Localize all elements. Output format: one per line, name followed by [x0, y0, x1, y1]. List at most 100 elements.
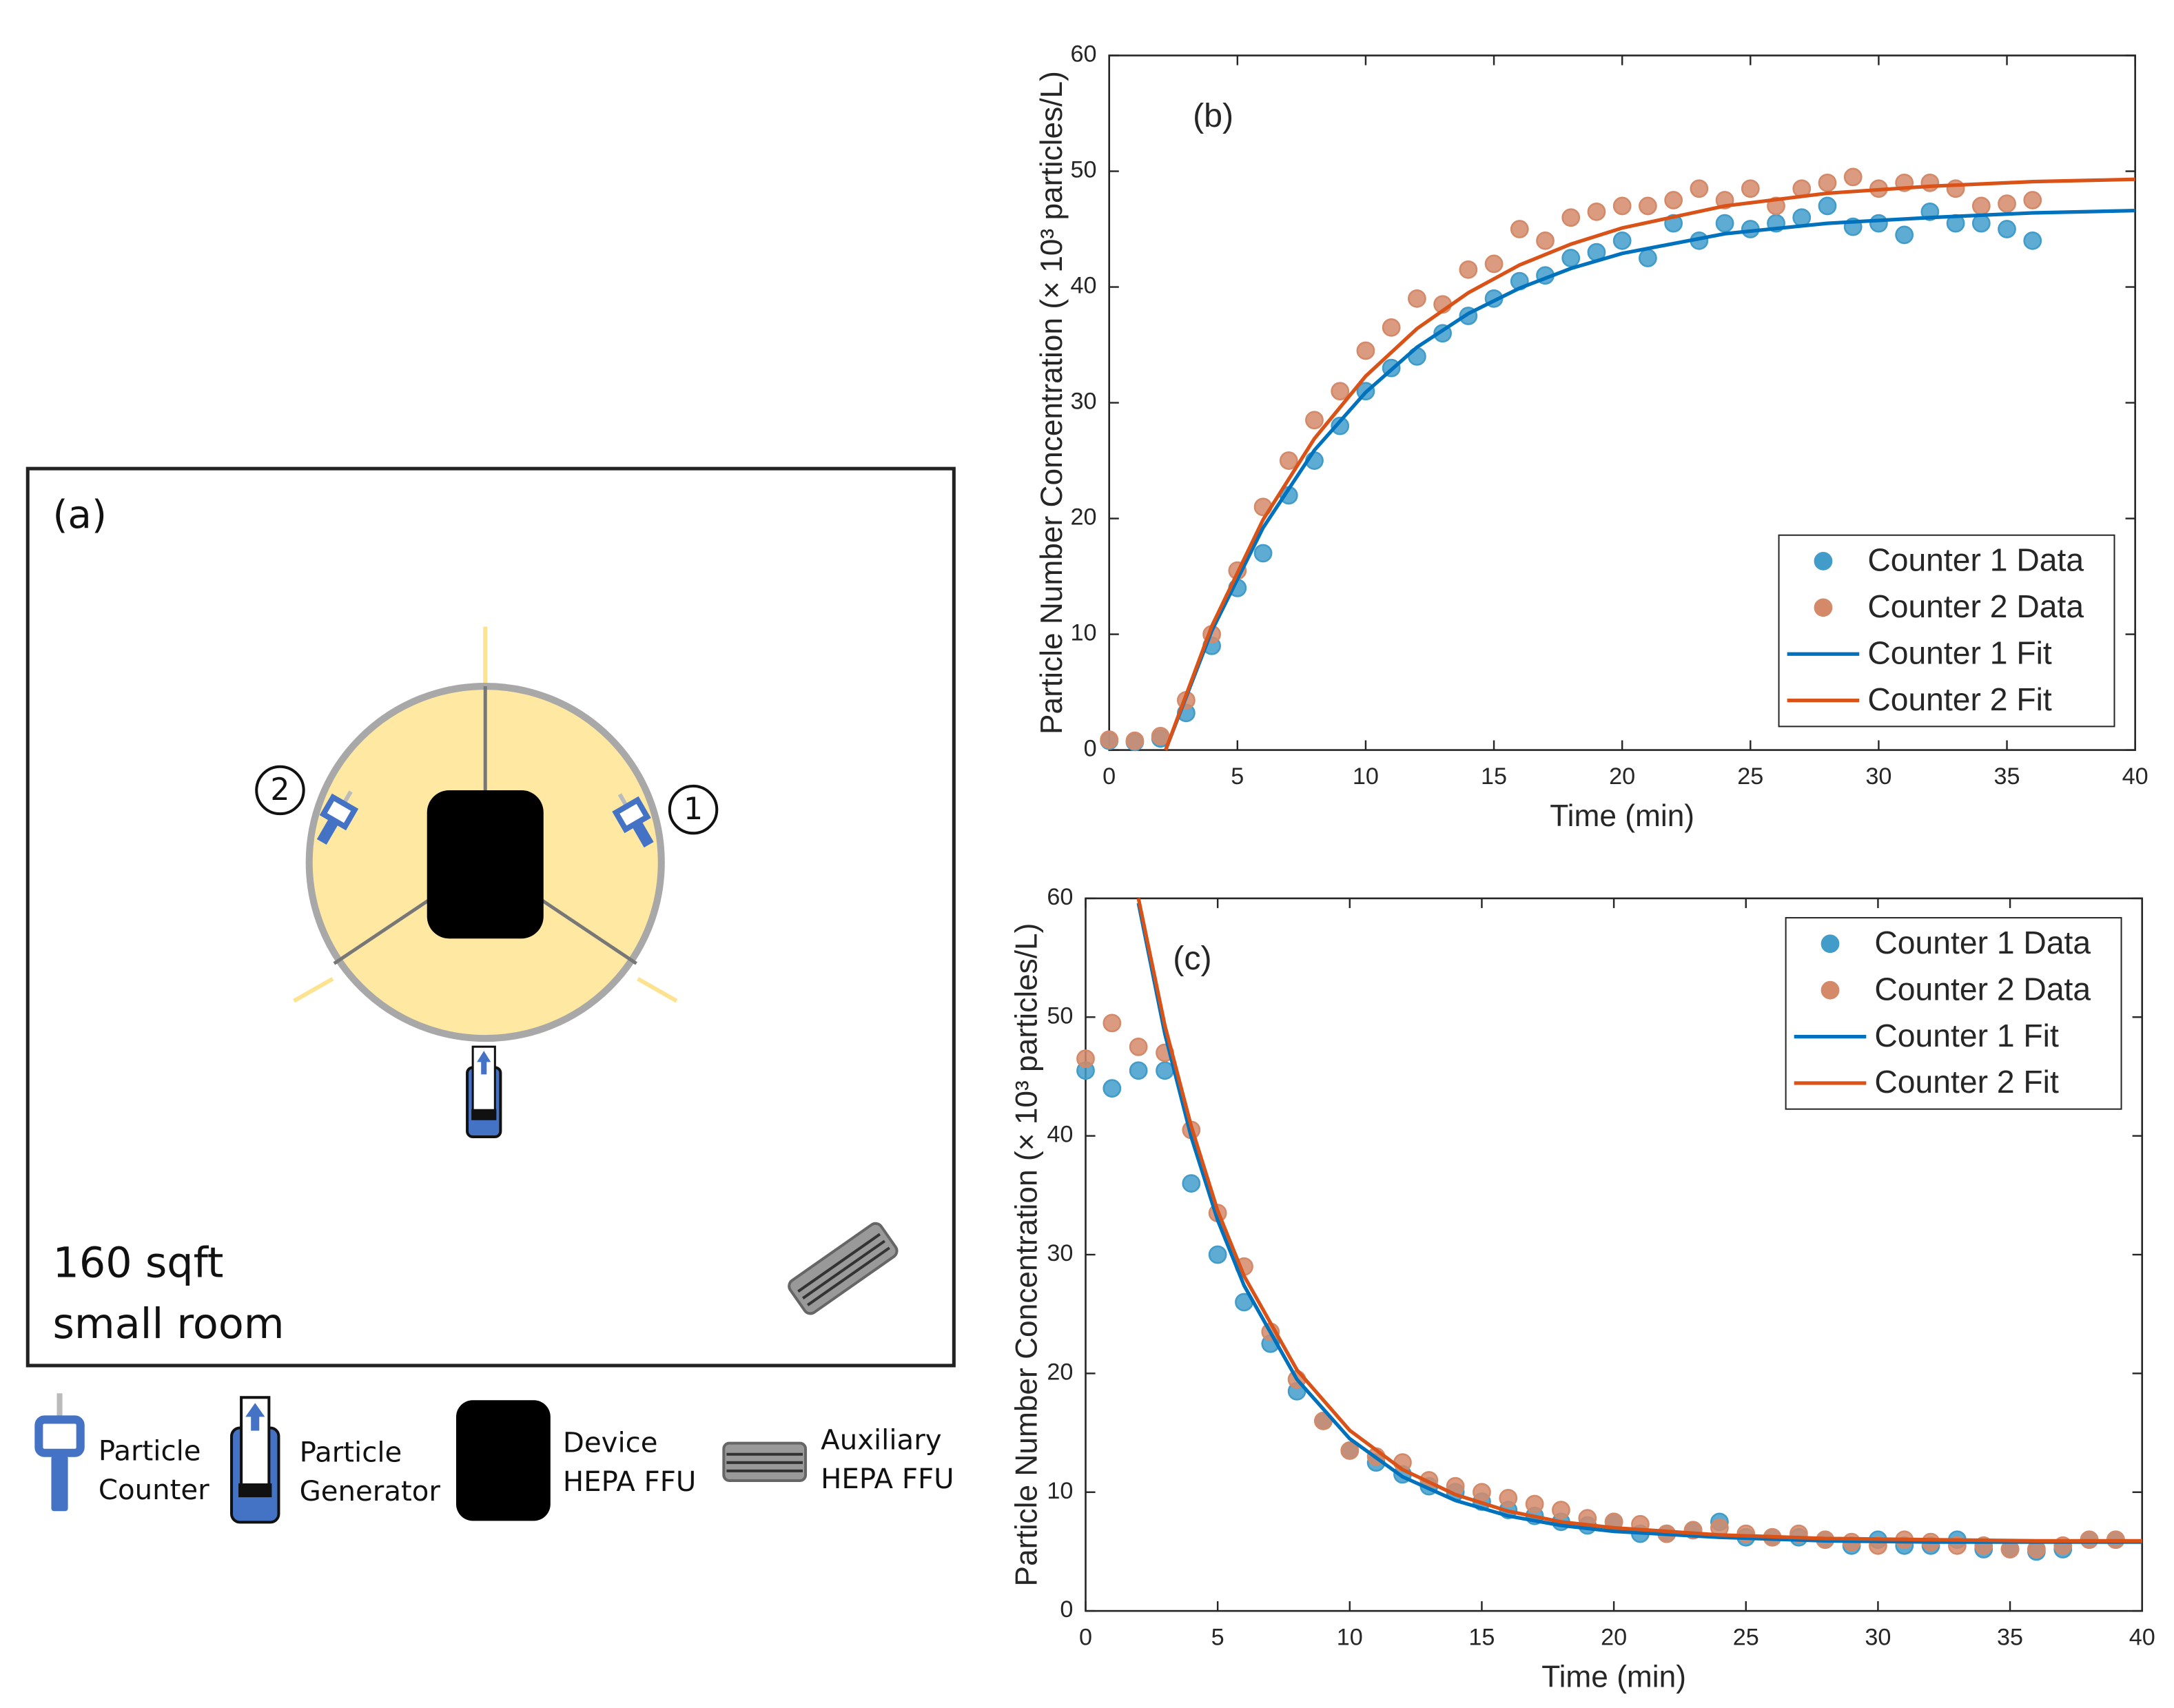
data-point [1208, 1245, 1227, 1264]
x-tick-label: 30 [1865, 1624, 1891, 1650]
data-point [1510, 220, 1529, 238]
y-tick-label: 30 [1071, 389, 1097, 415]
y-tick-label: 60 [1047, 884, 1073, 910]
y-tick-label: 0 [1060, 1596, 1073, 1623]
x-tick-label: 15 [1468, 1624, 1495, 1650]
data-point [1279, 451, 1298, 470]
x-tick-label: 10 [1353, 763, 1379, 790]
x-tick-label: 25 [1733, 1624, 1759, 1650]
legend-label: Counter 1 Data [1874, 925, 2091, 960]
legend-label: Counter 1 Fit [1867, 635, 2052, 670]
y-tick-label: 40 [1047, 1122, 1073, 1148]
legend-label: Counter 1 Data [1867, 542, 2084, 578]
y-tick-label: 50 [1047, 1002, 1073, 1029]
legend-counter-icon [34, 1393, 85, 1512]
panel-label: (a) [52, 493, 106, 537]
chart: 0 5 10 15 20 25 30 35 40 0 10 20 30 40 50 60 Time (min) P… [1010, 884, 2155, 1694]
x-tick-label: 20 [1609, 763, 1635, 790]
data-point [1100, 730, 1119, 749]
legend-label: Counter 1 Fit [1874, 1018, 2059, 1053]
x-tick-label: 5 [1211, 1624, 1224, 1650]
counter-number: 2 [270, 772, 289, 807]
data-point [1612, 231, 1632, 250]
x-axis-label: Time (min) [1541, 1660, 1686, 1694]
data-point [1639, 196, 1657, 216]
counter-badge [255, 765, 305, 816]
legend-marker [1814, 598, 1833, 617]
data-point [1076, 1049, 1095, 1068]
data-point [1253, 544, 1273, 563]
x-tick-label: 15 [1481, 763, 1507, 790]
particle-counter-1 [612, 793, 654, 848]
legend-label: Generator [300, 1476, 441, 1508]
particle-counter-2 [316, 790, 359, 845]
data-point [1998, 194, 2016, 213]
data-point [1103, 1079, 1122, 1098]
legend-label: Counter 2 Fit [1874, 1064, 2059, 1100]
data-point [1792, 208, 1812, 227]
data-point [1473, 1483, 1491, 1502]
y-tick-label: 20 [1071, 504, 1097, 531]
data-point [1690, 179, 1709, 198]
legend-box [1785, 917, 2122, 1110]
y-tick-label: 0 [1084, 736, 1097, 762]
fit-line [1136, 903, 2142, 1544]
legend-device-icon [455, 1400, 551, 1521]
x-tick-label: 5 [1231, 763, 1244, 790]
data-point [1382, 318, 1401, 337]
data-point [1741, 179, 1760, 198]
data-point [1103, 1014, 1122, 1033]
auxiliary-ffu [788, 1222, 899, 1315]
legend-label: Auxiliary [821, 1425, 941, 1457]
y-tick-label: 40 [1071, 273, 1097, 299]
data-point [1971, 214, 1991, 233]
x-tick-label: 30 [1865, 763, 1891, 790]
legend-auxiliary-icon [722, 1441, 808, 1482]
legend: Counter 1 Data Counter 2 Data Counter 1 Fi… [1785, 917, 2122, 1110]
data-point [1920, 173, 1940, 192]
x-tick-label: 40 [2129, 1624, 2155, 1650]
data-point [1129, 1037, 1148, 1056]
data-point [1305, 411, 1324, 430]
data-point [1408, 289, 1426, 308]
data-point [1971, 196, 1991, 216]
legend-label: Counter 2 Data [1874, 971, 2091, 1007]
legend-label: HEPA FFU [821, 1463, 954, 1495]
legend-marker [1814, 552, 1833, 570]
data-point [1561, 249, 1581, 267]
data-point [1156, 1061, 1174, 1080]
data-point [1129, 1061, 1148, 1080]
x-tick-label: 25 [1737, 763, 1763, 790]
legend-generator-icon [230, 1396, 280, 1524]
legend-box [1778, 534, 2115, 728]
data-point [1499, 1488, 1518, 1508]
legend-marker [1821, 980, 1840, 1000]
fit-line [1164, 209, 2135, 751]
data-point [1340, 1441, 1360, 1460]
legend-label: Particle [99, 1436, 201, 1468]
legend-label: Counter 2 Data [1867, 588, 2084, 624]
counter-number: 1 [684, 792, 703, 827]
x-tick-label: 10 [1337, 1624, 1363, 1650]
data-point [1331, 416, 1350, 435]
particle-generator [466, 1045, 502, 1138]
device-ffu [427, 790, 544, 939]
legend-label: Counter [99, 1474, 209, 1506]
y-tick-label: 30 [1047, 1240, 1073, 1266]
x-tick-label: 35 [1994, 763, 2020, 790]
y-axis-label: Particle Number Concentration (× 10³ par… [1010, 923, 1044, 1587]
data-point [1552, 1501, 1570, 1519]
data-point [1182, 1174, 1201, 1193]
data-point [1125, 731, 1145, 750]
y-axis-label: Particle Number Concentration (× 10³ par… [1035, 71, 1069, 734]
legend-label: HEPA FFU [563, 1466, 696, 1498]
x-tick-label: 35 [1997, 1624, 2023, 1650]
x-axis-label: Time (min) [1550, 799, 1694, 833]
data-point [1331, 382, 1350, 401]
room-size: 160 sqft [52, 1239, 223, 1288]
data-point [1536, 231, 1555, 250]
data-point [1587, 202, 1606, 221]
x-tick-label: 0 [1103, 763, 1116, 790]
y-tick-label: 50 [1071, 157, 1097, 183]
legend-label: Counter 2 Fit [1867, 681, 2052, 717]
